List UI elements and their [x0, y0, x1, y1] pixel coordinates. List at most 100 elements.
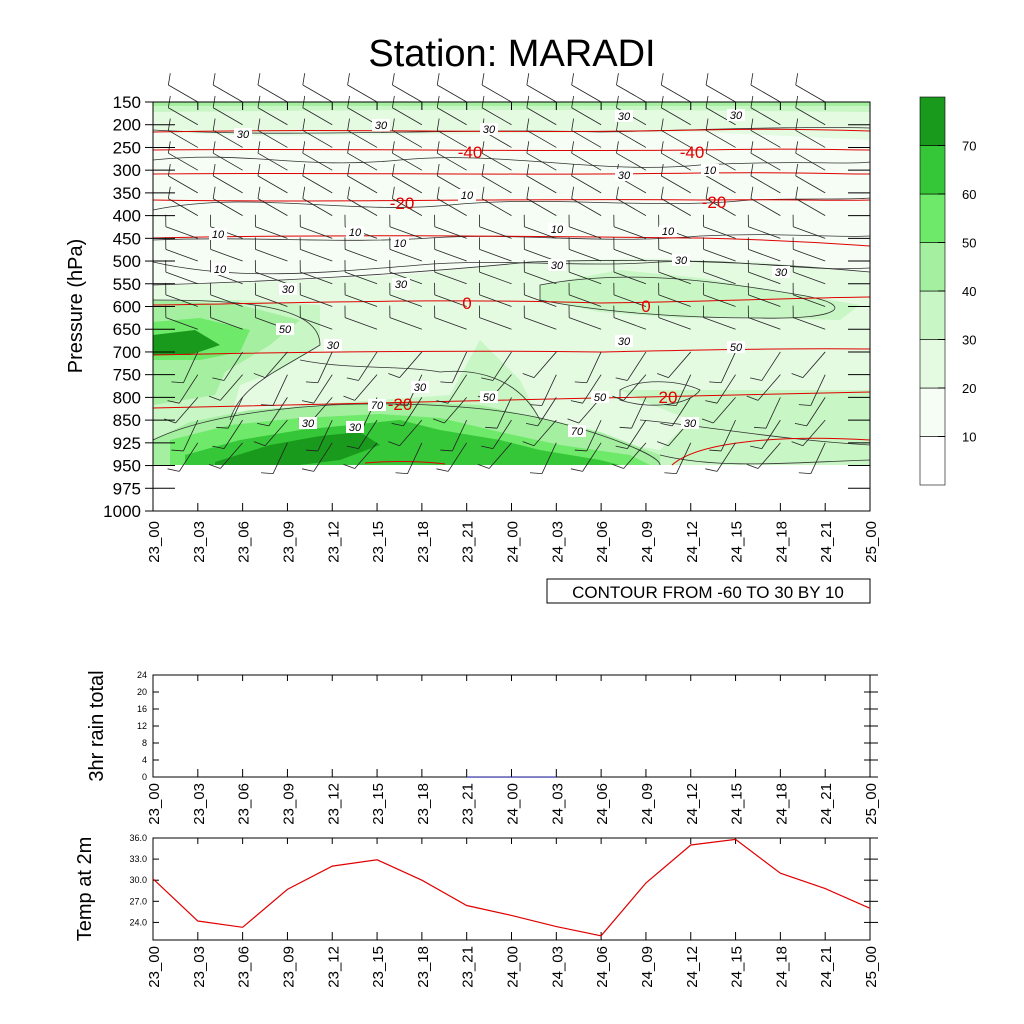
svg-text:30: 30: [349, 422, 362, 434]
wind-barb: [750, 351, 781, 381]
wind-barb: [747, 214, 781, 239]
wind-barb: [344, 282, 378, 307]
wind-barb: [574, 419, 602, 452]
time-label: 24_00: [505, 521, 522, 563]
wind-barb: [795, 141, 826, 171]
wind-barb: [523, 282, 557, 307]
rain-xtick-label: 23_06: [236, 783, 253, 825]
wind-barb: [658, 260, 691, 285]
wind-barb: [392, 141, 423, 171]
svg-text:10: 10: [214, 264, 227, 276]
wind-barb: [208, 442, 243, 469]
wind-barb: [660, 186, 691, 216]
wind-barb: [709, 351, 736, 384]
wind-barb: [434, 260, 467, 285]
time-label: 24_12: [684, 521, 701, 563]
wind-barb: [791, 419, 826, 447]
wind-barb: [305, 419, 333, 452]
wind-barb: [434, 282, 467, 307]
wind-barb: [568, 305, 602, 330]
wind-barb: [165, 237, 198, 262]
temp-xtick-label: 25_00: [863, 946, 880, 988]
wind-barb: [436, 442, 468, 472]
wind-barb: [164, 397, 199, 424]
wind-barb: [165, 260, 198, 285]
wind-barb: [615, 351, 647, 381]
svg-text:10: 10: [551, 224, 564, 236]
rain-xtick-label: 24_21: [818, 783, 835, 825]
wind-barb: [798, 374, 826, 406]
colorbar-swatch: [919, 387, 946, 437]
time-label: 24_18: [773, 521, 790, 563]
rh-contour-label: 50: [480, 391, 498, 404]
colorbar-label: 40: [962, 284, 976, 299]
wind-barb: [615, 419, 647, 450]
rain-ytick-label: 12: [137, 721, 147, 731]
wind-barb: [792, 214, 826, 239]
rh-contour-label: 10: [659, 225, 677, 238]
contour-axes: 1502002503003504004505005506006507007508…: [103, 93, 880, 563]
chart-title: Station: MARADI: [368, 33, 655, 75]
colorbar-label: 50: [962, 236, 976, 251]
wind-barb: [481, 419, 512, 450]
wind-barb: [750, 186, 781, 216]
wind-barb: [613, 214, 647, 239]
wind-barb: [346, 419, 378, 450]
rh-contour-label: 30: [346, 421, 364, 434]
wind-barb: [613, 305, 647, 330]
svg-text:30: 30: [730, 110, 743, 122]
temp-panel: Temp at 2m 24.0 27.0 30.0 33.0 36.0 23_00 23_0…: [74, 833, 880, 988]
svg-text:10: 10: [212, 229, 225, 241]
rain-xtick-label: 24_03: [549, 783, 566, 825]
wind-barb: [432, 397, 467, 424]
rh-contour-label: 30: [392, 278, 410, 291]
svg-text:30: 30: [775, 267, 788, 279]
wind-barb: [212, 141, 243, 171]
rh-contour-label: 30: [411, 381, 429, 394]
wind-barb: [523, 214, 557, 239]
rain-xtick-label: 23_15: [370, 783, 387, 825]
rain-ylabel: 3hr rain total: [86, 670, 108, 781]
temp-xtick-label: 23_18: [415, 946, 432, 988]
wind-barb: [344, 305, 378, 330]
wind-barb: [167, 73, 199, 103]
wind-barb: [658, 282, 691, 307]
wind-barb: [392, 118, 423, 148]
temp-xtick-label: 23_03: [191, 946, 208, 988]
pressure-label: 850: [113, 411, 141, 430]
temp-xtick-label: 23_15: [370, 946, 387, 988]
wind-barb: [257, 118, 288, 148]
wind-barb: [522, 351, 557, 378]
wind-barb: [612, 374, 647, 401]
pressure-label: 350: [113, 184, 141, 203]
wind-barb: [750, 118, 781, 148]
wind-barb: [613, 260, 647, 285]
time-label: 23_06: [236, 521, 253, 563]
rh-contour-label: 50: [276, 323, 294, 336]
svg-text:30: 30: [302, 418, 315, 430]
colorbar-label: 70: [962, 139, 976, 154]
wind-barb: [477, 442, 512, 469]
temp-frame: [152, 837, 871, 941]
rh-contour-label: 30: [681, 417, 699, 430]
wind-barb: [523, 260, 557, 285]
wind-barb: [347, 141, 378, 171]
wind-barb: [568, 214, 602, 239]
colorbar-swatch: [919, 242, 946, 292]
contour-labels: -40 -40 -20 -20 0 0 -20 20 30 30 30 30 30 10 10 10 10 10 1…: [209, 109, 790, 438]
svg-text:10: 10: [662, 226, 675, 238]
wind-barb: [434, 214, 467, 239]
wind-barb: [210, 282, 243, 307]
temp-xtick-label: 24_15: [729, 946, 746, 988]
pressure-label: 650: [113, 320, 141, 339]
rh-contour-label: 30: [372, 119, 390, 132]
wind-barb: [570, 442, 602, 472]
wind-barb: [571, 186, 602, 216]
wind-barb: [392, 163, 423, 194]
temp-ytick-label: 27.0: [129, 896, 147, 906]
rain-xtick-label: 23_21: [460, 783, 477, 825]
wind-barb: [165, 214, 198, 239]
pressure-label: 975: [113, 479, 141, 498]
wind-barb: [434, 237, 467, 262]
wind-barb: [212, 419, 243, 450]
